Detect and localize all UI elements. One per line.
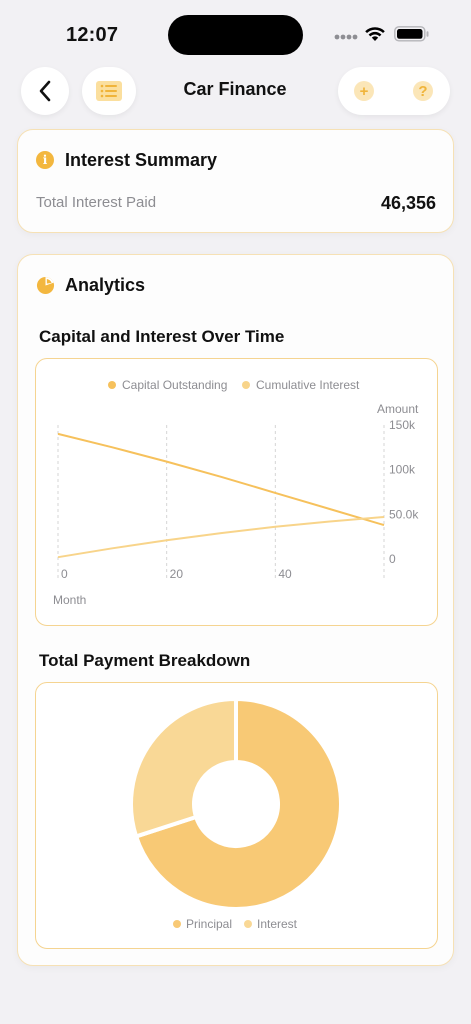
line-chart-title: Capital and Interest Over Time bbox=[39, 327, 285, 346]
list-button[interactable] bbox=[82, 67, 136, 115]
battery-icon bbox=[394, 26, 429, 42]
x-axis-title: Month bbox=[53, 593, 86, 607]
help-button[interactable]: ? bbox=[413, 81, 433, 101]
pie-chart-icon bbox=[36, 276, 55, 295]
plus-icon: + bbox=[359, 82, 369, 100]
line-chart: Capital Outstanding Cumulative Interest 0 2… bbox=[53, 378, 419, 607]
legend-label: Cumulative Interest bbox=[256, 378, 360, 392]
question-icon: ? bbox=[418, 82, 428, 100]
interest-summary-card: i Interest Summary Total Interest Paid 4… bbox=[17, 129, 454, 233]
total-interest-label: Total Interest Paid bbox=[36, 194, 157, 211]
x-tick-label: 20 bbox=[170, 567, 184, 581]
pie-chart-container: Principal Interest bbox=[35, 682, 438, 949]
add-button[interactable]: + bbox=[354, 81, 374, 101]
status-time: 12:07 bbox=[66, 24, 119, 46]
y-tick-label: 0 bbox=[389, 552, 396, 566]
legend-label: Principal bbox=[186, 917, 232, 931]
legend-marker bbox=[242, 381, 250, 389]
action-pill: + ? bbox=[338, 67, 450, 115]
page-title: Car Finance bbox=[183, 79, 287, 99]
status-bar: 12:07 bbox=[0, 0, 471, 64]
pie-slice-principal bbox=[133, 696, 343, 911]
info-icon: i bbox=[36, 151, 54, 169]
back-button[interactable] bbox=[21, 67, 69, 115]
y-tick-label: 150k bbox=[389, 418, 416, 432]
list-icon bbox=[96, 81, 122, 101]
pie-chart: Principal Interest bbox=[129, 696, 343, 931]
y-axis-title: Amount bbox=[377, 402, 419, 416]
legend-marker bbox=[173, 920, 181, 928]
chevron-left-icon bbox=[39, 80, 51, 102]
legend-label: Capital Outstanding bbox=[122, 378, 227, 392]
interest-summary-title: Interest Summary bbox=[65, 150, 218, 170]
pie-chart-title: Total Payment Breakdown bbox=[39, 651, 251, 670]
legend-label: Interest bbox=[257, 917, 298, 931]
legend-marker bbox=[244, 920, 252, 928]
legend-marker bbox=[108, 381, 116, 389]
total-interest-value: 46,356 bbox=[380, 193, 436, 213]
analytics-card: Analytics Capital and Interest Over Time… bbox=[17, 254, 454, 966]
navigation-bar: Car Finance + ? bbox=[0, 64, 471, 118]
line-chart-container: Capital Outstanding Cumulative Interest 0 2… bbox=[35, 358, 438, 626]
y-tick-label: 50.0k bbox=[389, 507, 419, 521]
y-tick-label: 100k bbox=[389, 463, 416, 477]
signal-icon bbox=[334, 34, 358, 40]
x-tick-label: 40 bbox=[278, 567, 292, 581]
wifi-icon bbox=[365, 27, 385, 41]
series-line bbox=[57, 516, 385, 559]
series-line bbox=[57, 432, 385, 527]
pie-slice-interest bbox=[129, 696, 238, 839]
x-tick-label: 0 bbox=[61, 567, 68, 581]
dynamic-island bbox=[168, 15, 303, 55]
analytics-title: Analytics bbox=[65, 275, 146, 295]
